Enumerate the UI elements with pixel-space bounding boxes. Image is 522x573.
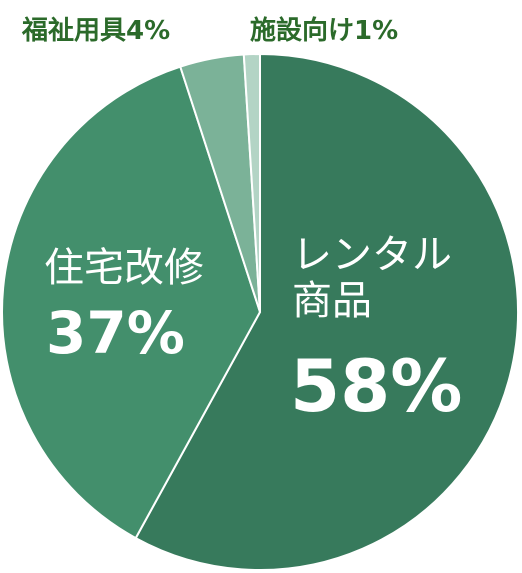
slice-label: 福祉用具 xyxy=(22,16,127,46)
pie-slice xyxy=(242,52,261,313)
value-label: 4% xyxy=(126,16,171,46)
outer-label: 福祉用具4% xyxy=(22,10,170,47)
outer-label: 施設向け1% xyxy=(250,10,398,47)
value-label: 37% xyxy=(46,299,185,367)
slice-label: 施設向け xyxy=(250,16,355,46)
pie-slice xyxy=(1,65,262,540)
slice-label: レンタル商品 xyxy=(292,232,452,324)
value-label: 1% xyxy=(354,16,399,46)
pie-slice xyxy=(134,52,519,571)
value-label: 58% xyxy=(290,344,463,428)
slice-label: 住宅改修 xyxy=(44,245,204,291)
